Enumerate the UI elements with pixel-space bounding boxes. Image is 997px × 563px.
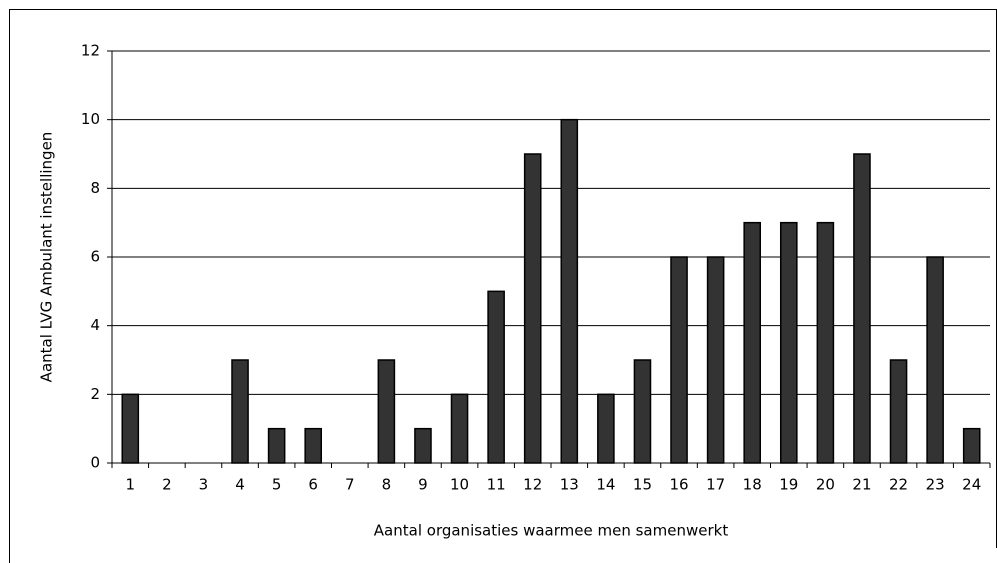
x-tick-label: 5 bbox=[272, 476, 282, 494]
bar bbox=[267, 427, 286, 464]
x-tick-label: 14 bbox=[596, 476, 615, 494]
x-tick-label: 23 bbox=[926, 476, 945, 494]
bar bbox=[487, 290, 505, 464]
y-tick-label: 10 bbox=[81, 110, 100, 128]
y-tick-label: 12 bbox=[81, 42, 100, 60]
x-tick-label: 1 bbox=[126, 476, 136, 494]
bar bbox=[743, 221, 762, 464]
y-tick-label: 6 bbox=[90, 248, 100, 266]
bar bbox=[231, 359, 249, 464]
bar bbox=[121, 393, 140, 464]
x-tick-label: 16 bbox=[669, 476, 688, 494]
x-tick-label: 4 bbox=[235, 476, 245, 494]
bar bbox=[853, 153, 871, 464]
x-tick-label: 9 bbox=[418, 476, 428, 494]
bar bbox=[889, 359, 908, 464]
x-tick-label: 21 bbox=[852, 476, 871, 494]
y-tick-label: 0 bbox=[90, 454, 100, 472]
x-tick-label: 17 bbox=[706, 476, 725, 494]
x-tick-label: 24 bbox=[962, 476, 981, 494]
bar bbox=[926, 256, 944, 464]
x-tick-label: 18 bbox=[743, 476, 762, 494]
bar bbox=[414, 427, 432, 464]
x-tick-label: 2 bbox=[162, 476, 172, 494]
x-axis-title: Aantal organisaties waarmee men samenwer… bbox=[374, 522, 729, 540]
bar bbox=[377, 359, 396, 464]
bar bbox=[633, 359, 652, 464]
x-tick-label: 6 bbox=[308, 476, 318, 494]
bar bbox=[560, 118, 579, 464]
bar bbox=[779, 221, 798, 464]
x-tick-label: 22 bbox=[889, 476, 908, 494]
x-tick-label: 8 bbox=[382, 476, 392, 494]
bar bbox=[816, 221, 835, 464]
y-axis-title: Aantal LVG Ambulant instellingen bbox=[38, 132, 56, 383]
bar bbox=[962, 427, 981, 464]
y-tick-label: 8 bbox=[90, 179, 100, 197]
x-tick-label: 3 bbox=[199, 476, 209, 494]
y-tick-label: 2 bbox=[90, 385, 100, 403]
x-tick-label: 19 bbox=[779, 476, 798, 494]
bar bbox=[670, 256, 688, 464]
x-tick-label: 13 bbox=[560, 476, 579, 494]
bar bbox=[706, 256, 725, 464]
x-tick-label: 11 bbox=[487, 476, 506, 494]
x-tick-label: 12 bbox=[523, 476, 542, 494]
x-tick-label: 15 bbox=[633, 476, 652, 494]
bar bbox=[597, 393, 615, 464]
x-tick-label: 20 bbox=[816, 476, 835, 494]
x-tick-label: 10 bbox=[450, 476, 469, 494]
bar bbox=[304, 427, 323, 464]
bar bbox=[450, 393, 469, 464]
x-tick-label: 7 bbox=[345, 476, 355, 494]
y-tick-label: 4 bbox=[90, 316, 100, 334]
bar bbox=[523, 153, 542, 464]
